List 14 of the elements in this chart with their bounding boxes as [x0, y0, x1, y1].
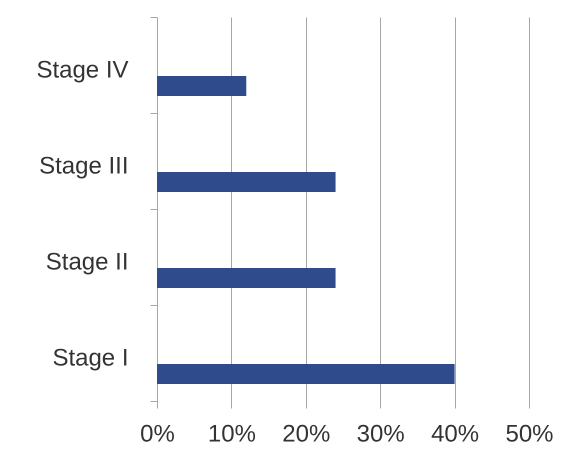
bar — [157, 364, 455, 384]
y-tick-label: Stage III — [39, 152, 128, 180]
x-tick-label: 30% — [356, 420, 405, 448]
x-tick-label: 40% — [431, 420, 480, 448]
y-tick-label: Stage II — [46, 248, 128, 276]
bar — [157, 268, 336, 288]
y-tick-label: Stage IV — [36, 56, 128, 84]
bar — [157, 76, 246, 96]
x-tick-label: 0% — [140, 420, 175, 448]
x-tick-label: 50% — [505, 420, 554, 448]
x-tick-label: 20% — [282, 420, 330, 448]
x-tick-label: 10% — [208, 420, 256, 448]
bar — [157, 172, 336, 192]
y-tick-label: Stage I — [52, 344, 128, 372]
